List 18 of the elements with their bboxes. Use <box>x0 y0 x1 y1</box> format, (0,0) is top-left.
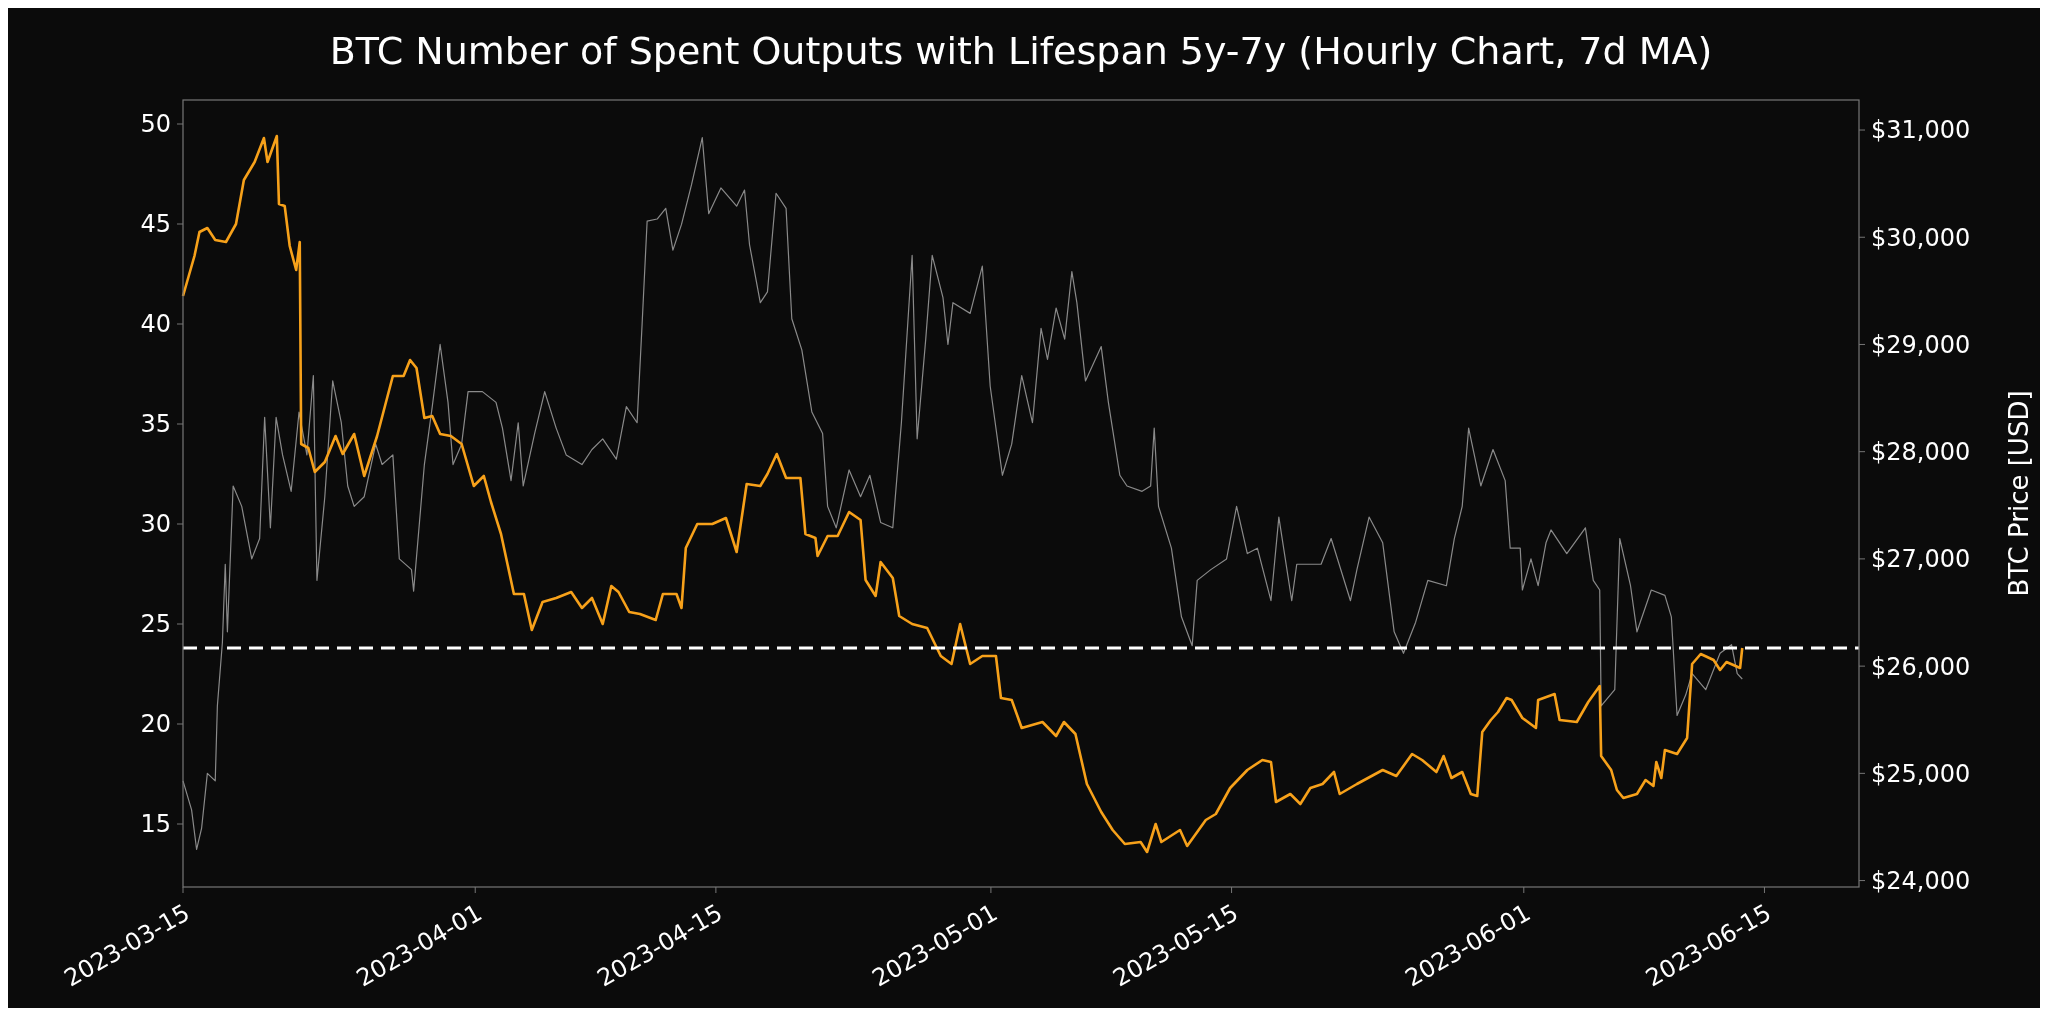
y2-tick-label: $29,000 <box>1871 330 1971 359</box>
y2-tick-label: $25,000 <box>1871 759 1971 788</box>
y-tick-label: 15 <box>140 810 171 839</box>
y-tick-label: 45 <box>140 210 171 239</box>
y2-axis-title: BTC Price [USD] <box>2004 390 2034 597</box>
y2-tick-label: $31,000 <box>1871 116 1971 145</box>
y-tick-label: 40 <box>140 310 171 339</box>
chart-title: BTC Number of Spent Outputs with Lifespan 5y-7y (Hourly Chart, 7d MA) <box>329 29 1713 73</box>
y2-tick-label: $28,000 <box>1871 438 1971 467</box>
y2-tick-label: $24,000 <box>1871 866 1971 895</box>
y2-tick-label: $27,000 <box>1871 545 1971 574</box>
y-tick-label: 20 <box>140 710 171 739</box>
y-tick-label: 30 <box>140 510 171 539</box>
y2-tick-label: $30,000 <box>1871 223 1971 252</box>
y-tick-label: 25 <box>140 610 171 639</box>
y2-tick-label: $26,000 <box>1871 652 1971 681</box>
y-tick-label: 50 <box>140 110 171 139</box>
y-tick-label: 35 <box>140 410 171 439</box>
